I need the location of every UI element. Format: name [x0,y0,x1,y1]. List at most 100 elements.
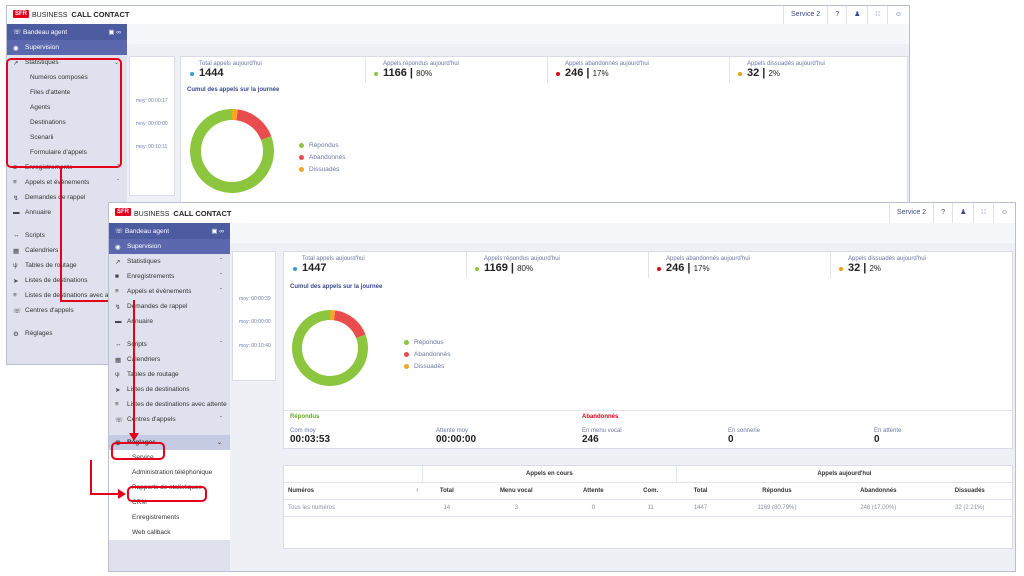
arrow-line [60,300,134,302]
nav-crm[interactable]: CRM [109,495,230,510]
nav-service[interactable]: Service [109,450,230,465]
nav-appels[interactable]: ≡ Appels et évènements ˆ [7,175,127,190]
kpi-number: 32 [747,67,760,79]
nav-scripts[interactable]: ↔ Scripts ˆ [109,337,230,352]
help-icon[interactable]: ? [827,6,846,24]
headset-icon: ☏ [115,228,125,235]
nav-listes-attente[interactable]: ≡ Listes de destinations avec attente [7,288,127,303]
col-numeros[interactable]: Numéros ↑ [284,482,423,500]
side-stats-card: moy: 00:00:39 moy: 00:00:00 moy: 00:10:4… [232,251,276,381]
kpi-value: 1166 | 80% [383,67,433,79]
sub-header [127,24,909,45]
calls-table-card: Appels en cours Appels aujourd'hui Numér… [283,465,1013,549]
account-icon[interactable]: ☺ [886,6,909,24]
nav-tables-routage[interactable]: ψ Tables de routage [109,367,230,382]
apps-grid-icon[interactable]: ∷ [973,203,992,223]
nav-files-attente[interactable]: Files d'attente [30,89,71,96]
nav-appels[interactable]: ≡ Appels et évènements ˆ [109,284,230,299]
chart-legend: Répondus Abandonnés Dissuadés [299,139,346,175]
nav-reglages[interactable]: ⚙ Réglages [7,326,127,341]
nav-tables-routage[interactable]: ψ Tables de routage [7,258,127,273]
help-icon[interactable]: ? [933,203,952,223]
nav-demandes-rappel[interactable]: ↯ Demandes de rappel [7,190,127,205]
users-icon[interactable]: ♟ [952,203,973,223]
col-header: Répondus [724,482,830,500]
chevron-up-icon: ˆ [220,288,222,295]
nav-enregistrements[interactable]: ■ Enregistrements ˆ [109,269,230,284]
nav-centres-appels[interactable]: ☏ Centres d'appels [7,303,127,318]
nav-scenarii[interactable]: Scenarii [30,134,54,141]
nav-numeros-composes[interactable]: Numéros composés [30,74,88,81]
chart-icon: ↗ [115,258,121,266]
window-front: SFR BUSINESS CALL CONTACT Service 2 ? ♟ ∷… [108,202,1016,572]
cell: 1447 [676,499,725,517]
bandeau-agent[interactable]: ☏ Bandeau agent ▣ ∞ [7,24,127,40]
kpi-number: 1166 [383,67,407,79]
kpi-card: Total appels aujourd'hui 1444 Appels répo… [180,56,908,206]
nav-enregistrements-reglages[interactable]: Enregistrements [109,510,230,525]
nav-scripts[interactable]: ↔ Scripts [7,228,127,243]
en-sonnerie: En sonnerie 0 [728,428,760,445]
menu-vocal: En menu vocal 246 [582,428,622,445]
nav-annuaire[interactable]: ▬ Annuaire [109,314,230,329]
gear-icon: ⚙ [13,330,19,338]
sort-arrow-icon[interactable]: ↑ [415,488,419,494]
bandeau-toggle-icon[interactable]: ▣ ∞ [211,228,224,235]
callback-icon: ↯ [115,303,121,311]
attente-moy-label: Attente moy [436,428,469,434]
table-row[interactable]: Tous les numéros 14 3 0 11 1447 1169 (80… [284,499,1012,517]
nav-listes-attente[interactable]: ≡ Listes de destinations avec attente [109,397,230,412]
bandeau-agent[interactable]: ☏ Bandeau agent ▣ ∞ [109,223,230,239]
kpi-value: 1444 [199,67,224,79]
legend-label: Abandonnés [309,153,346,161]
kpi-dot [839,267,843,271]
nav-centres-appels[interactable]: ☏ Centres d'appels ˆ [109,412,230,427]
nav-label: Supervision [127,243,161,250]
eye-icon: ◉ [115,243,121,251]
nav-supervision[interactable]: ◉ Supervision [7,40,127,55]
nav-label: Listes de destinations [25,277,88,284]
nav-statistiques[interactable]: ↗ Statistiques ˆ [109,254,230,269]
col-header: Abandonnés [829,482,928,500]
nav-destinations[interactable]: Destinations [30,119,66,126]
nav-supervision[interactable]: ◉ Supervision [109,239,230,254]
service-selector[interactable]: Service 2 [783,6,827,24]
users-icon[interactable]: ♟ [846,6,867,24]
nav-demandes-rappel[interactable]: ↯ Demandes de rappel [109,299,230,314]
table-group-row: Appels en cours Appels aujourd'hui [284,466,1012,483]
legend-dot [299,154,304,160]
list-queue-icon: ≡ [13,292,17,299]
highlight-reglages [111,442,165,460]
col-header: Menu vocal [471,482,562,500]
bandeau-toggle-icon[interactable]: ▣ ∞ [108,29,121,36]
nav-admin-telephonique[interactable]: Administration téléphonique [109,465,230,480]
callback-icon: ↯ [13,194,19,202]
nav-label: Listes de destinations [127,386,190,393]
kpi-dissuades: Appels dissuadés aujourd'hui 32 | 2% [738,61,825,83]
nav-calendriers[interactable]: ▦ Calendriers [109,352,230,367]
nav-web-callback[interactable]: Web callback [109,525,230,540]
chart-icon: ↗ [13,59,19,67]
nav-formulaire-appels[interactable]: Formulaire d'appels [30,149,87,156]
nav-calendriers[interactable]: ▦ Calendriers [7,243,127,258]
brand: BUSINESS CALL CONTACT [32,10,129,19]
nav-label: Centres d'appels [25,307,74,314]
kpi-dissuades: Appels dissuadés aujourd'hui 32 | 2% [839,256,926,278]
nav-listes-destinations[interactable]: ➤ Listes de destinations [109,382,230,397]
chart-title: Cumul des appels sur la journée [290,284,383,290]
kpi-title: Appels répondus aujourd'hui [484,256,560,262]
com-moy: Com moy 00:03:53 [290,428,330,445]
nav-listes-destinations[interactable]: ➤ Listes de destinations [7,273,127,288]
apps-grid-icon[interactable]: ∷ [867,6,886,24]
account-icon[interactable]: ☺ [992,203,1015,223]
donut-chart-2 [292,310,368,386]
service-selector[interactable]: Service 2 [889,203,933,223]
nav-statistiques[interactable]: ↗ Statistiques ⌄ [7,55,127,70]
nav-agents[interactable]: Agents [30,104,51,111]
nav-annuaire[interactable]: ▬ Annuaire [7,205,127,220]
legend-label: Dissuadés [309,165,340,173]
en-attente-label: En attente [874,428,902,434]
legend-label: Dissuadés [414,362,445,370]
chevron-up-icon: ˆ [220,341,222,348]
nav-label: Scripts [25,232,45,239]
